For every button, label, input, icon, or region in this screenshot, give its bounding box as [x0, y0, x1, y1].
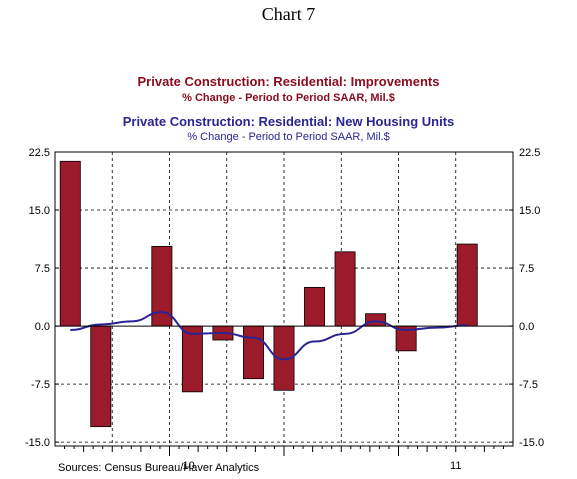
x-tick-label: 11	[450, 460, 461, 472]
bars-layer	[59, 160, 478, 428]
y-tick-label-right: -15.0	[519, 437, 544, 449]
bar-improvements	[334, 251, 356, 327]
y-tick-label-left: 15.0	[29, 205, 50, 217]
line-new-housing	[70, 311, 468, 361]
y-tick-label-right: 7.5	[519, 263, 534, 275]
line-layer	[70, 311, 468, 361]
y-tick-label-left: 0.0	[35, 321, 50, 333]
y-tick-label-left: -15.0	[25, 437, 50, 449]
y-tick-label-left: 7.5	[35, 263, 50, 275]
bar-improvements	[90, 325, 112, 428]
x-tick-label: 10	[182, 460, 194, 472]
chart-title: Chart 7	[261, 4, 316, 24]
y-tick-label-right: 0.0	[519, 321, 534, 333]
bar-improvements	[59, 160, 81, 327]
bar-improvements	[242, 325, 264, 380]
y-tick-label-right: -7.5	[519, 379, 538, 391]
series1-subtitle: % Change - Period to Period SAAR, Mil.$	[182, 92, 395, 104]
bar-improvements	[365, 313, 387, 327]
bar-improvements	[456, 243, 478, 327]
grid-layer	[55, 151, 513, 446]
source-note: Sources: Census Bureau/Haver Analytics	[58, 462, 260, 474]
axis-layer: 22.5 22.5 15.0 15.0 7.5 7.5 0.0 0.0 -7.5 -7.5 -15.…	[25, 147, 544, 472]
series1-title: Private Construction: Residential: Impro…	[137, 74, 440, 89]
y-tick-label-left: -7.5	[31, 379, 50, 391]
y-tick-label-right: 22.5	[519, 147, 540, 159]
series2-title: Private Construction: Residential: New H…	[122, 114, 455, 129]
series2-subtitle: % Change - Period to Period SAAR, Mil.$	[187, 131, 390, 143]
bar-improvements	[181, 325, 203, 393]
y-tick-label-left: 22.5	[29, 147, 50, 159]
y-tick-label-right: 15.0	[519, 205, 540, 217]
bar-improvements	[304, 286, 326, 327]
